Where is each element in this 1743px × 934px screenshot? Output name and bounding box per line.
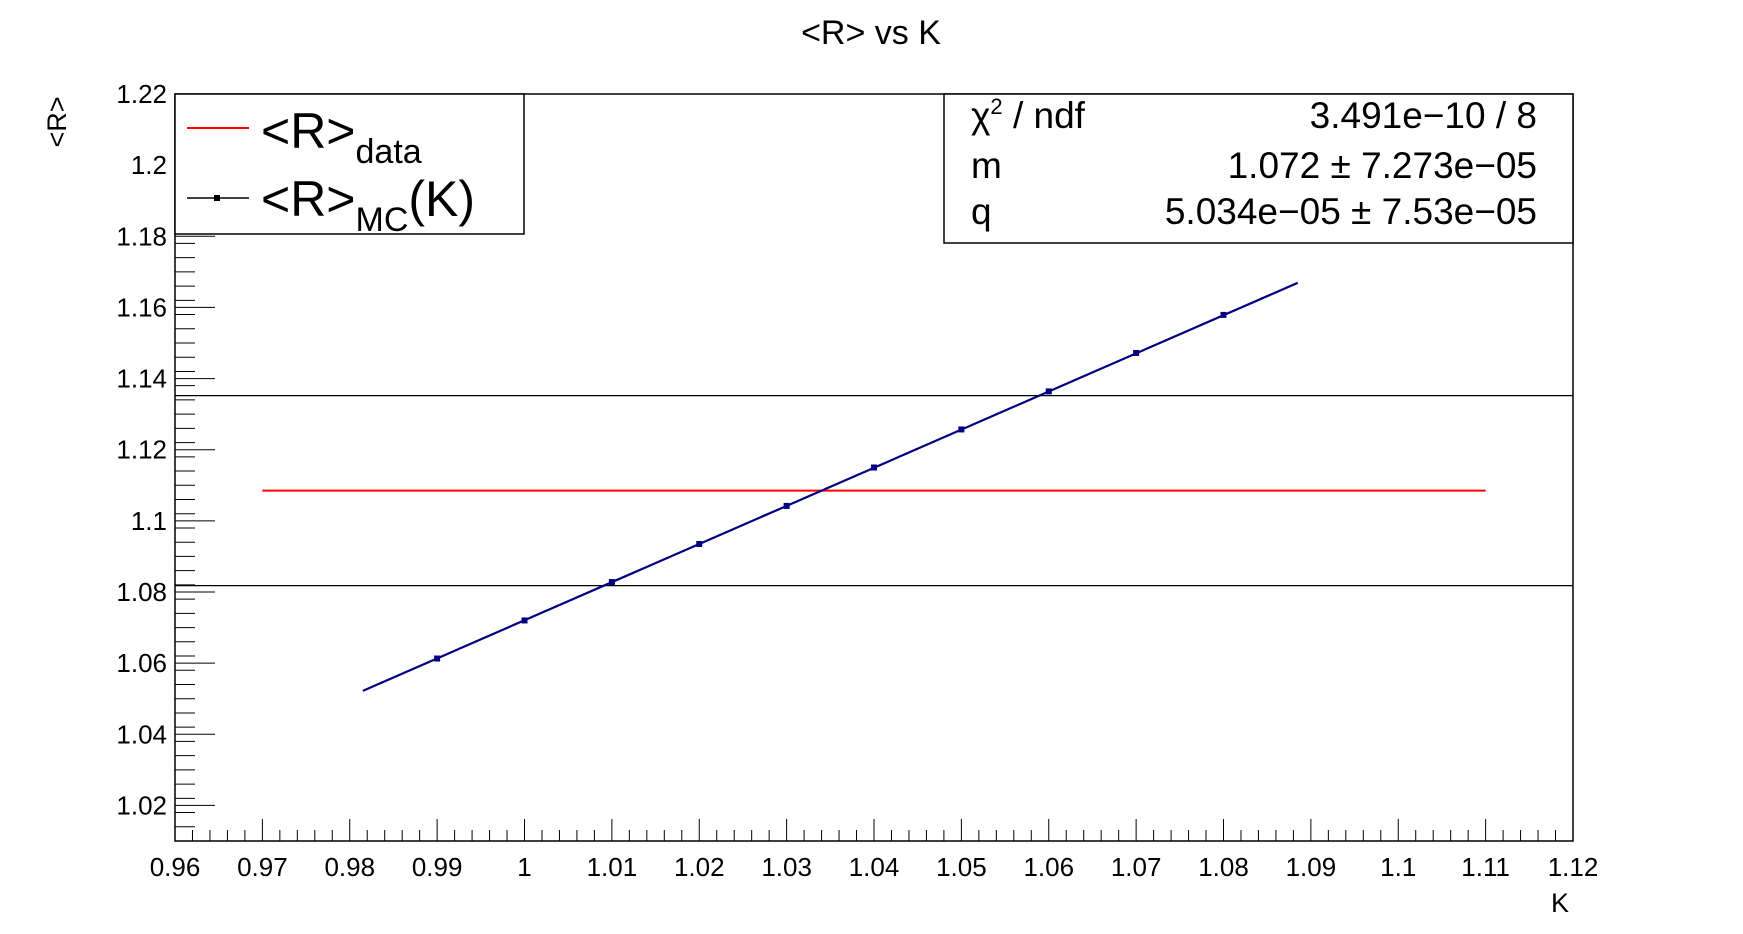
mc-point-7 (1045, 388, 1052, 395)
x-tick-label-14: 1.1 (1380, 852, 1416, 882)
stats-frame (943, 93, 1574, 244)
x-tick-label-13: 1.09 (1286, 852, 1337, 882)
y-tick-label-2: 1.06 (116, 648, 167, 678)
stat-chi-rest: / ndf (1003, 95, 1086, 136)
y-tick-label-3: 1.08 (116, 577, 167, 607)
y-tick-label-0: 1.02 (116, 790, 167, 820)
y-tick-label-9: 1.2 (131, 150, 167, 180)
mc-point-0 (434, 655, 441, 662)
x-tick-label-8: 1.04 (849, 852, 900, 882)
y-tick-label-10: 1.22 (116, 79, 167, 109)
x-tick-label-6: 1.02 (674, 852, 725, 882)
x-axis-ticks: 0.96 0.97 0.98 0.99 1 1.01 1.02 1.03 1.04 1.05 1.0… (150, 819, 1599, 882)
x-tick-label-10: 1.06 (1023, 852, 1074, 882)
mc-point-6 (958, 426, 965, 433)
y-tick-label-5: 1.12 (116, 435, 167, 465)
plot-frame (174, 93, 1574, 842)
legend-entry-data: <R>data (261, 103, 422, 171)
stat-value-chi2: 3.491e−10 / 8 (1310, 95, 1537, 136)
stat-label-chi2: χ2 / ndf (971, 94, 1086, 136)
x-tick-label-3: 0.99 (412, 852, 463, 882)
x-tick-label-16: 1.12 (1548, 852, 1599, 882)
x-tick-label-7: 1.03 (761, 852, 812, 882)
legend: <R>data <R>MC(K) (174, 93, 525, 239)
legend-mc-suffix: (K) (408, 171, 475, 227)
y-tick-label-6: 1.14 (116, 364, 167, 394)
y-tick-label-4: 1.1 (131, 506, 167, 536)
chart-title: <R> vs K (801, 14, 941, 52)
stats-box: χ2 / ndf 3.491e−10 / 8 m 1.072 ± 7.273e−… (943, 93, 1574, 244)
legend-marker-mc (214, 195, 220, 201)
fit-line (362, 281, 1299, 692)
x-tick-label-12: 1.08 (1198, 852, 1249, 882)
mc-point-4 (783, 502, 790, 509)
x-axis-label: K (1551, 888, 1569, 918)
stat-chi-symbol: χ (971, 95, 990, 136)
stat-chi-sup: 2 (990, 94, 1002, 119)
x-tick-label-5: 1.01 (587, 852, 638, 882)
legend-entry-mc: <R>MC(K) (261, 171, 475, 239)
x-tick-label-1: 0.97 (237, 852, 288, 882)
x-tick-label-0: 0.96 (150, 852, 201, 882)
stat-value-m: 1.072 ± 7.273e−05 (1228, 145, 1537, 186)
legend-data-main: <R> (261, 103, 356, 159)
mc-point-5 (871, 464, 877, 471)
legend-data-sub: data (356, 133, 422, 171)
legend-box (174, 93, 525, 235)
stat-label-m: m (971, 145, 1002, 186)
mc-point-2 (608, 579, 615, 586)
y-tick-label-7: 1.16 (116, 292, 167, 322)
y-tick-label-1: 1.04 (116, 719, 167, 749)
stat-label-q: q (971, 191, 992, 232)
y-axis-label: <R> (42, 96, 72, 147)
x-tick-label-15: 1.11 (1461, 852, 1510, 882)
stat-value-q: 5.034e−05 ± 7.53e−05 (1165, 191, 1537, 232)
legend-mc-sub: MC (356, 201, 409, 239)
mc-point-3 (696, 540, 703, 547)
x-tick-label-11: 1.07 (1111, 852, 1162, 882)
mc-point-8 (1133, 349, 1140, 356)
x-tick-label-2: 0.98 (324, 852, 375, 882)
series-layer (262, 281, 1486, 692)
mc-point-9 (1220, 311, 1227, 318)
mc-point-1 (521, 617, 528, 624)
legend-mc-main: <R> (261, 171, 356, 227)
x-tick-label-9: 1.05 (936, 852, 987, 882)
band-lines (175, 395, 1573, 587)
x-tick-label-4: 1 (517, 852, 531, 882)
y-tick-label-8: 1.18 (116, 221, 167, 251)
